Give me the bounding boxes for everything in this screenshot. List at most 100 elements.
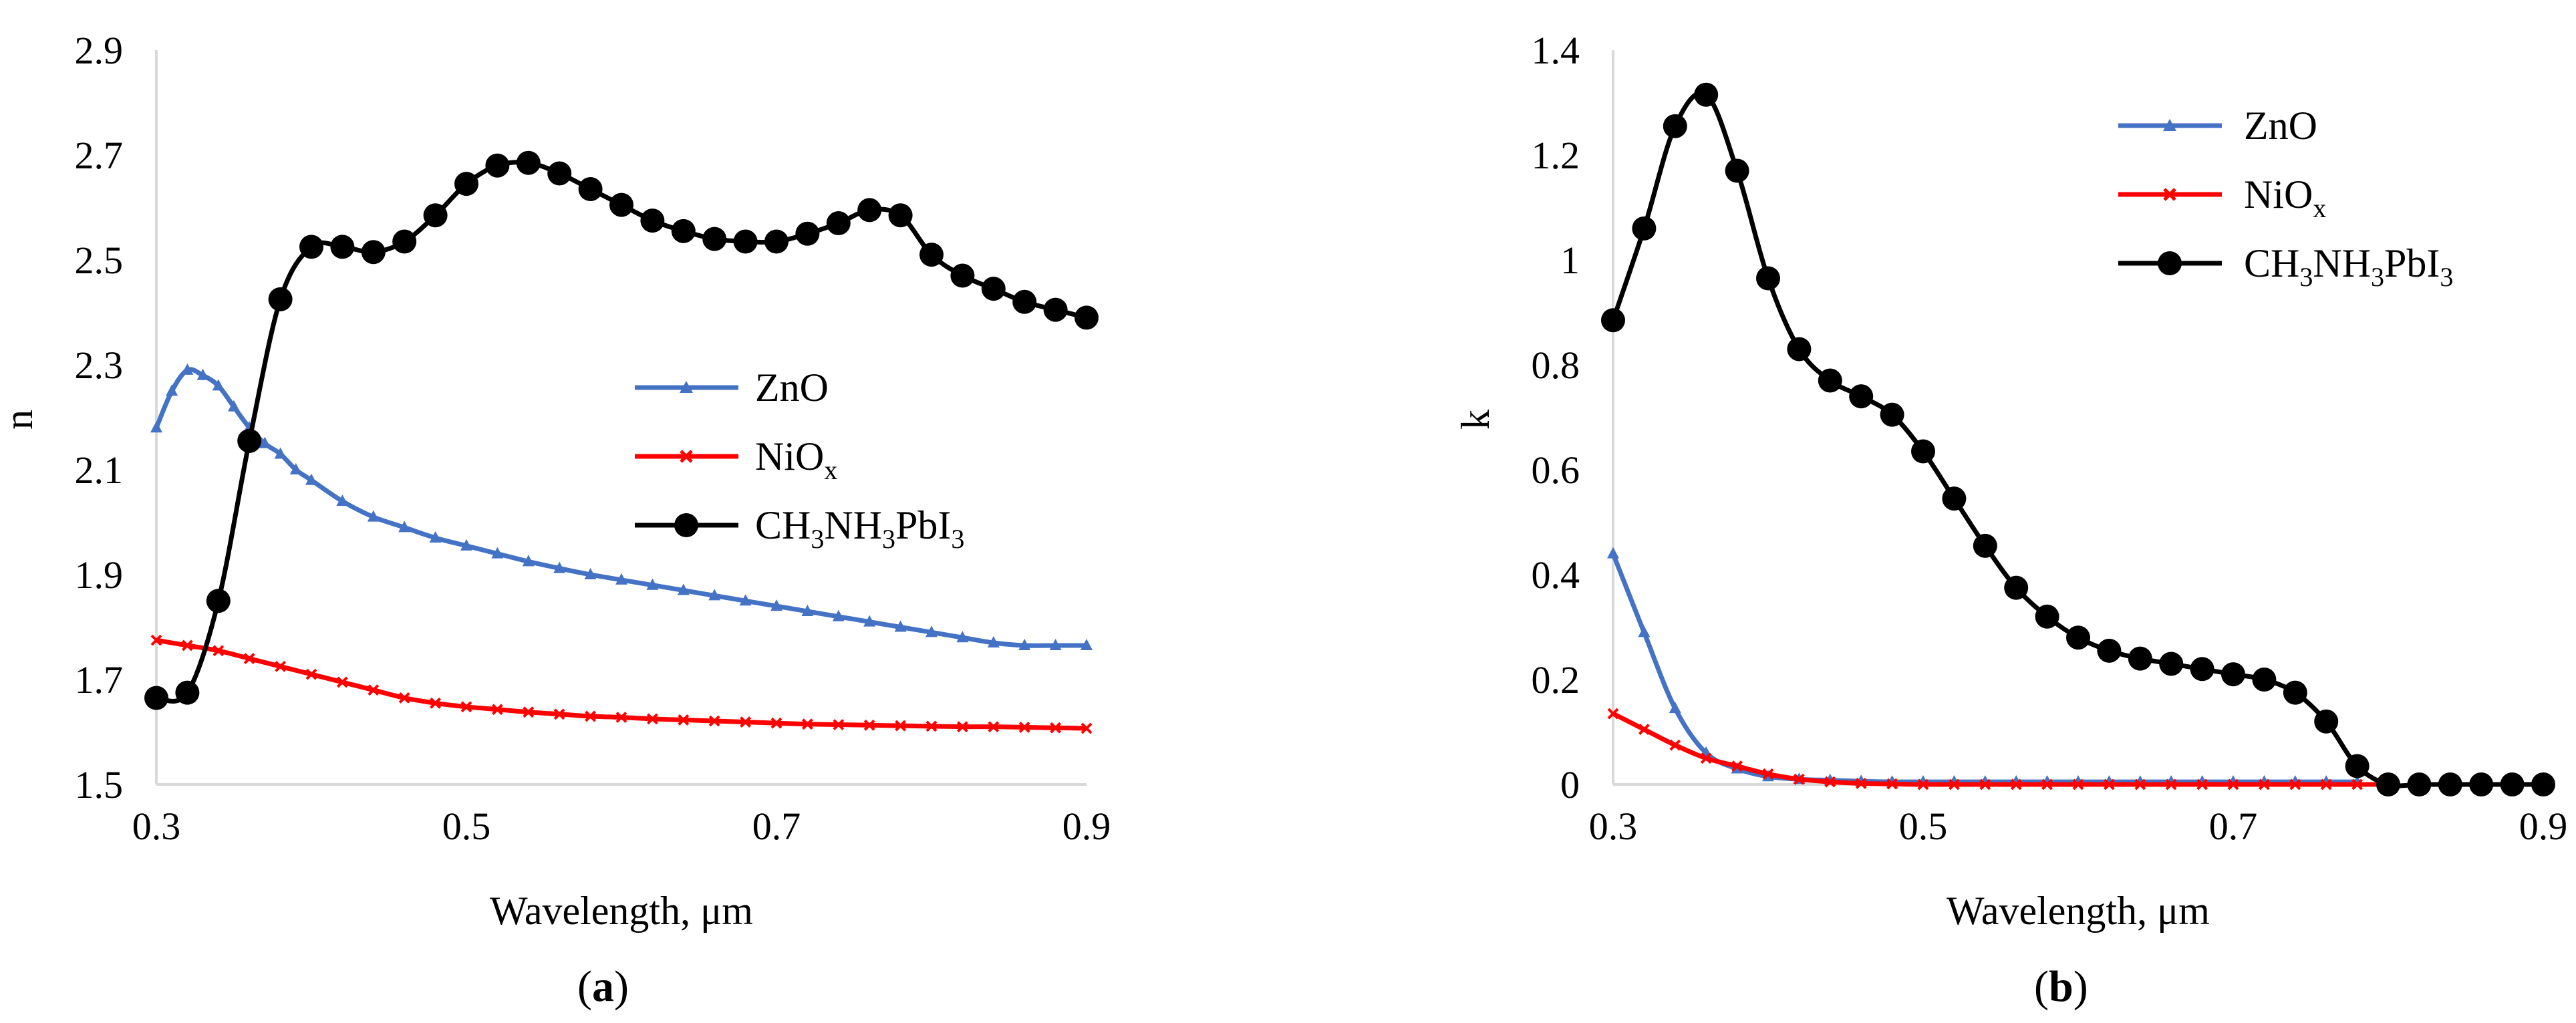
panel-a-data-point-zno bbox=[228, 400, 240, 412]
panel-a-data-point-ch3nh3pbi3 bbox=[330, 235, 355, 259]
panel-a-x-tick-label: 0.9 bbox=[1062, 805, 1111, 848]
panel-a-legend-item-niox: NiOx bbox=[635, 434, 837, 485]
panel-a-x-tick-label: 0.3 bbox=[132, 805, 181, 848]
panel-b-data-point-niox bbox=[1793, 773, 1805, 785]
panel-a-data-point-zno bbox=[677, 583, 690, 595]
panel-b-data-point-ch3nh3pbi3 bbox=[1787, 337, 1812, 361]
panel-a-data-point-niox bbox=[615, 712, 627, 723]
panel-a-data-point-zno bbox=[367, 510, 380, 522]
panel-b-data-point-niox bbox=[2227, 778, 2239, 790]
panel-b-data-point-ch3nh3pbi3 bbox=[2159, 651, 2184, 676]
panel-a-axes: 1.5 1.7 1.9 2.1 2.3 2.5 2.7 2.9 0.3 0.5 0.7 0.9 bbox=[75, 29, 1111, 848]
panel-a-data-point-niox bbox=[243, 653, 255, 665]
panel-b-y-tick-label: 1.4 bbox=[1532, 29, 1580, 72]
panel-b-label: (b) bbox=[2034, 962, 2088, 1011]
panel-a-data-point-zno bbox=[398, 521, 411, 533]
panel-a-data-point-niox bbox=[553, 708, 565, 720]
panel-a-data-point-zno bbox=[305, 473, 317, 485]
panel-b-data-point-ch3nh3pbi3 bbox=[2283, 680, 2307, 705]
panel-a-data-point-niox bbox=[336, 676, 348, 688]
panel-a-y-tick-label: 2.1 bbox=[75, 448, 124, 492]
panel-b-data-point-niox bbox=[1762, 768, 1774, 780]
panel-a-y-tick-label: 1.7 bbox=[75, 658, 124, 702]
panel-a-data-point-ch3nh3pbi3 bbox=[361, 240, 386, 265]
panel-b-data-point-niox bbox=[2258, 778, 2270, 790]
panel-b-data-point-ch3nh3pbi3 bbox=[1818, 368, 1842, 393]
panel-a-legend-label-niox: NiOx bbox=[755, 434, 837, 485]
panel-b-data-point-zno bbox=[1607, 547, 1619, 559]
panel-a-data-point-niox bbox=[678, 714, 690, 726]
panel-b-data-point-ch3nh3pbi3 bbox=[2190, 657, 2214, 682]
panel-a-data-point-zno bbox=[553, 561, 566, 573]
panel-a-data-point-niox bbox=[212, 645, 225, 657]
panel-a-legend-marker-mapbi3 bbox=[674, 513, 698, 537]
panel-a-data-point-niox bbox=[491, 704, 503, 716]
panel-a-data-point-niox bbox=[1081, 722, 1093, 734]
panel-a-data-point-ch3nh3pbi3 bbox=[981, 277, 1006, 301]
panel-a-x-tick-label: 0.5 bbox=[442, 805, 491, 848]
panel-a-data-point-ch3nh3pbi3 bbox=[423, 203, 448, 228]
panel-a-data-point-zno bbox=[289, 463, 302, 474]
panel-b-data-point-niox bbox=[2196, 778, 2208, 790]
panel-b-data-point-ch3nh3pbi3 bbox=[1942, 486, 1967, 511]
panel-a-data-point-ch3nh3pbi3 bbox=[609, 192, 633, 217]
panel-b-data-point-ch3nh3pbi3 bbox=[1911, 439, 1935, 464]
panel-a-data-point-zno bbox=[1049, 638, 1062, 650]
panel-a-data-point-zno bbox=[259, 436, 271, 448]
panel-b-y-tick-label: 0.2 bbox=[1532, 658, 1580, 702]
panel-b-data-point-ch3nh3pbi3 bbox=[2376, 772, 2400, 796]
panel-b-data-point-niox bbox=[2289, 778, 2301, 790]
panel-a-data-point-zno bbox=[460, 539, 472, 551]
panel-b-chart: 0 0.2 0.4 0.6 0.8 1 1.2 1.4 0.3 0.5 0.7 0.9 k Wavel… bbox=[1453, 29, 2567, 1011]
panel-a-data-point-zno bbox=[770, 599, 782, 611]
panel-b-y-tick-label: 0 bbox=[1560, 763, 1580, 807]
panel-b-data-point-niox bbox=[2103, 778, 2115, 790]
panel-a-data-point-zno bbox=[739, 594, 752, 606]
panel-a-data-point-zno bbox=[336, 494, 349, 506]
panel-b-data-point-niox bbox=[1979, 778, 1991, 790]
panel-b-series-line-zno bbox=[1610, 553, 2357, 784]
panel-b-data-point-ch3nh3pbi3 bbox=[1756, 266, 1780, 291]
panel-b-data-point-niox bbox=[2041, 778, 2053, 790]
panel-b-data-point-ch3nh3pbi3 bbox=[2314, 709, 2339, 734]
panel-b-y-tick-label: 1.2 bbox=[1532, 134, 1580, 177]
panel-b-data-point-ch3nh3pbi3 bbox=[2128, 646, 2152, 671]
panel-b-data-point-niox bbox=[1917, 778, 1929, 790]
panel-a-x-tick-label: 0.7 bbox=[752, 805, 801, 848]
panel-a-data-point-zno bbox=[987, 636, 1000, 648]
panel-a-data-point-zno bbox=[212, 379, 225, 391]
panel-a-data-point-niox bbox=[398, 692, 410, 704]
panel-a-data-point-niox bbox=[150, 634, 162, 646]
panel-b-data-point-niox bbox=[1700, 752, 1712, 764]
panel-a-data-point-ch3nh3pbi3 bbox=[392, 229, 417, 254]
panel-a-data-point-niox bbox=[708, 715, 720, 727]
panel-a-legend-marker-zno bbox=[680, 381, 693, 393]
panel-a-data-point-niox bbox=[925, 720, 938, 732]
panel-a-y-tick-label: 1.9 bbox=[75, 553, 124, 597]
panel-b-y-axis-label: k bbox=[1453, 410, 1497, 430]
panel-b-data-point-zno bbox=[1669, 702, 1681, 714]
panel-a-data-point-niox bbox=[895, 720, 907, 732]
panel-a-chart: 1.5 1.7 1.9 2.1 2.3 2.5 2.7 2.9 0.3 0.5 0.7 0.9 n W… bbox=[0, 29, 1111, 1011]
panel-a-data-point-ch3nh3pbi3 bbox=[764, 229, 789, 254]
panel-a-data-point-niox bbox=[460, 701, 472, 713]
panel-a-data-point-ch3nh3pbi3 bbox=[640, 208, 665, 233]
panel-b-legend-item-zno: ZnO bbox=[2118, 104, 2317, 148]
panel-a-data-point-ch3nh3pbi3 bbox=[268, 287, 293, 311]
panel-a-data-point-zno bbox=[166, 384, 178, 396]
panel-b-y-tick-label: 1 bbox=[1560, 239, 1580, 282]
panel-b-data-point-niox bbox=[1731, 760, 1743, 772]
panel-a-data-point-zno bbox=[708, 589, 721, 601]
panel-b-data-point-ch3nh3pbi3 bbox=[1973, 533, 1997, 558]
panel-a-data-point-zno bbox=[925, 625, 938, 637]
panel-a-legend-item-mapbi3: CH3NH3PbI3 bbox=[635, 503, 964, 554]
panel-b-legend-label-niox: NiOx bbox=[2244, 172, 2326, 223]
panel-b-series bbox=[1601, 82, 2555, 796]
panel-b-data-point-ch3nh3pbi3 bbox=[1632, 216, 1657, 241]
panel-b-data-point-ch3nh3pbi3 bbox=[2469, 772, 2494, 796]
panel-a-data-point-ch3nh3pbi3 bbox=[144, 686, 168, 710]
panel-a-legend-label-mapbi3: CH3NH3PbI3 bbox=[755, 503, 964, 554]
panel-b-axes: 0 0.2 0.4 0.6 0.8 1 1.2 1.4 0.3 0.5 0.7 0.9 bbox=[1532, 29, 2568, 848]
panel-a-label: (a) bbox=[577, 962, 629, 1011]
panel-b-legend-marker-zno bbox=[2163, 119, 2176, 131]
